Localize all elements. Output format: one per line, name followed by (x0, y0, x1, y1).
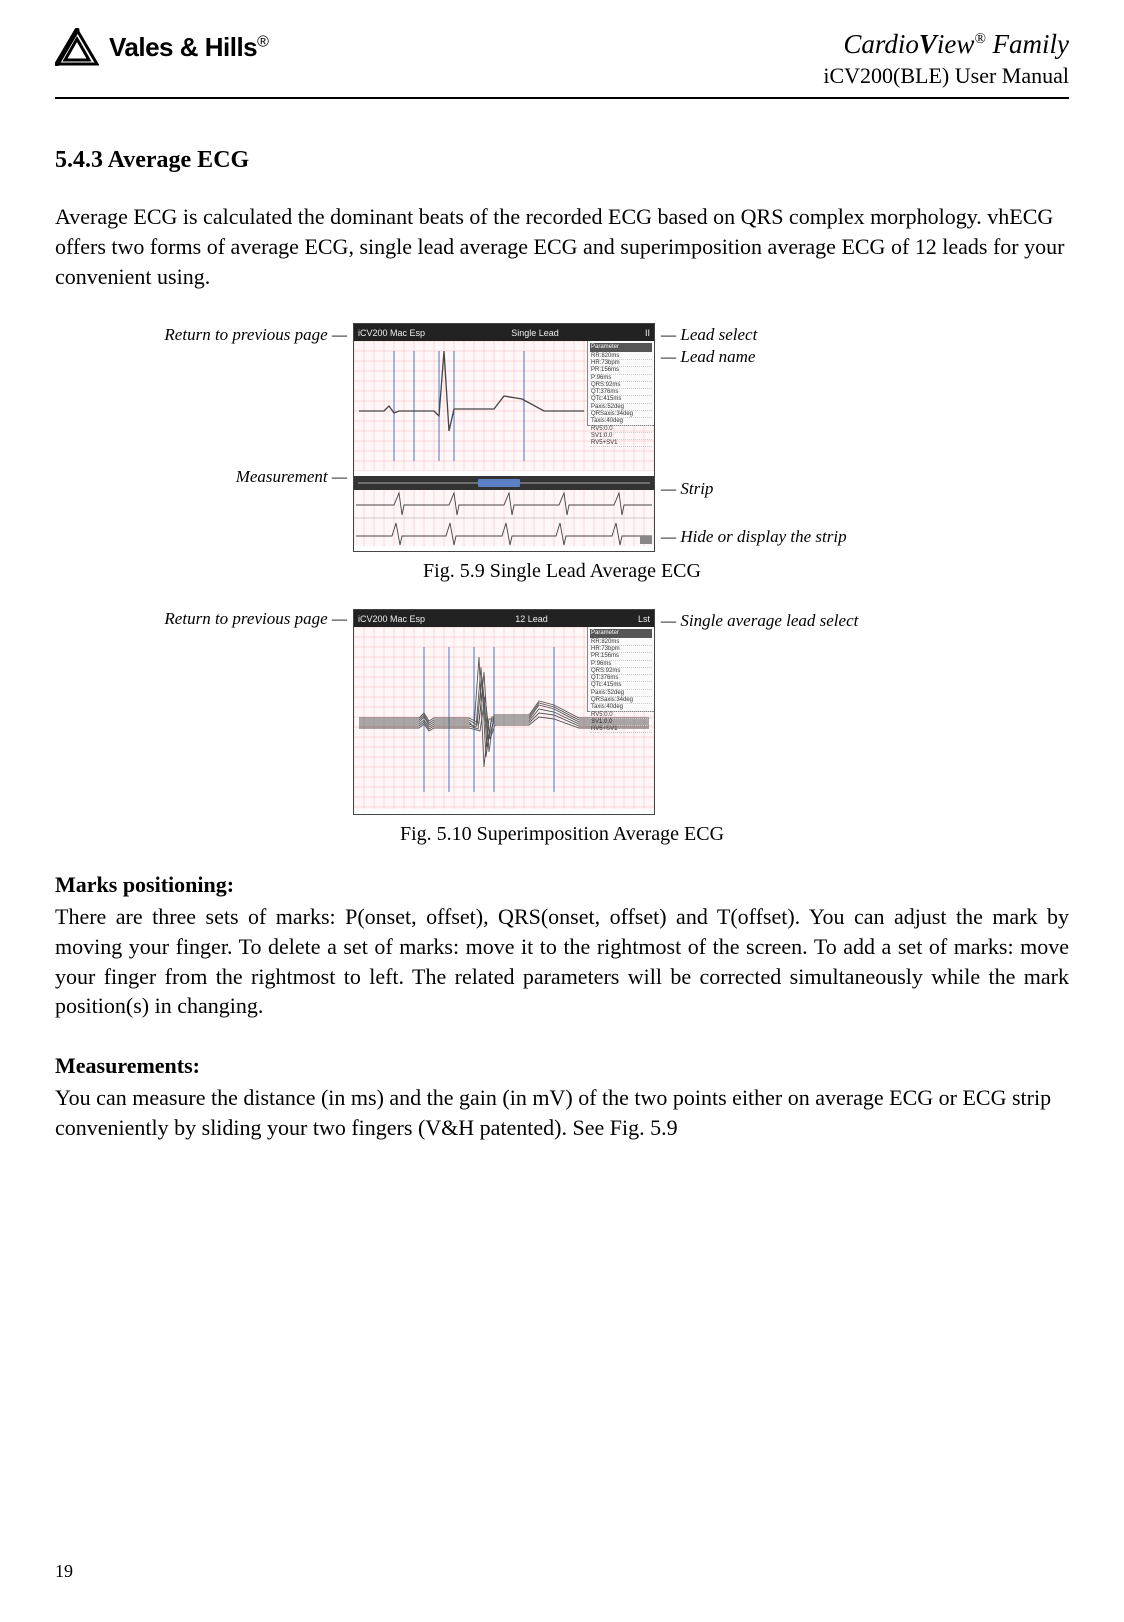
fig510-caption: Fig. 5.10 Superimposition Average ECG (152, 823, 972, 846)
fig510-cl-return: Return to previous page (164, 609, 327, 628)
fig59-cr-leadname: Lead name (680, 347, 755, 366)
fig510-right-callouts: — Single average lead select (655, 609, 886, 631)
brand-reg: ® (257, 33, 268, 50)
fig510-hdr-right: Lst (638, 614, 650, 624)
fig510-cr-single: Single average lead select (680, 611, 858, 630)
fig59-right-callouts: — Lead select — Lead name — Strip — Hide… (655, 323, 886, 547)
figure-59: Return to previous page — Measurement — … (152, 323, 972, 583)
brand-triangle-icon (55, 28, 99, 66)
manual-title: iCV200(BLE) User Manual (823, 62, 1069, 90)
fig59-strip (354, 490, 654, 546)
family-prefix: Cardio (843, 29, 919, 59)
fig59-cr-hide: Hide or display the strip (680, 527, 846, 546)
family-tail: Family (986, 29, 1069, 59)
fig510-left-callouts: Return to previous page — (152, 609, 353, 629)
marks-heading: Marks positioning: (55, 872, 1069, 898)
fig510-hdr-left: iCV200 Mac Esp (358, 614, 425, 624)
marks-paragraph: There are three sets of marks: P(onset, … (55, 902, 1069, 1021)
fig59-measure-ticks (358, 478, 650, 488)
fig510-screen: iCV200 Mac Esp 12 Lead Lst ParameterRR:8… (353, 609, 655, 815)
header-right: CardioView® Family iCV200(BLE) User Manu… (823, 28, 1069, 89)
intro-paragraph: Average ECG is calculated the dominant b… (55, 202, 1069, 291)
figures-block: Return to previous page — Measurement — … (55, 323, 1069, 846)
fig59-caption: Fig. 5.9 Single Lead Average ECG (152, 560, 972, 583)
brand-name: Vales & Hills (109, 32, 257, 62)
family-suffix: iew (937, 29, 975, 59)
product-family: CardioView® Family (823, 28, 1069, 62)
fig59-hdr-right: II (645, 328, 650, 338)
figure-510: Return to previous page — iCV200 Mac Esp… (152, 609, 972, 846)
fig59-screen-header: iCV200 Mac Esp Single Lead II (354, 324, 654, 341)
fig59-hdr-mid: Single Lead (511, 328, 559, 338)
fig59-side-panel: ParameterRR:820msHR:73bpmPR:156msP:96msQ… (587, 341, 654, 426)
measurements-heading: Measurements: (55, 1053, 1069, 1079)
family-v: V (919, 29, 937, 59)
fig59-cr-leadselect: Lead select (680, 325, 757, 344)
fig59-left-callouts: Return to previous page — Measurement — (152, 323, 353, 487)
fig510-screen-header: iCV200 Mac Esp 12 Lead Lst (354, 610, 654, 627)
fig510-hdr-mid: 12 Lead (515, 614, 548, 624)
page-number: 19 (55, 1561, 73, 1582)
brand-block: Vales & Hills® (55, 28, 268, 66)
fig59-cl-measurement: Measurement (236, 467, 328, 486)
page-header: Vales & Hills® CardioView® Family iCV200… (55, 28, 1069, 99)
fig59-hdr-left: iCV200 Mac Esp (358, 328, 425, 338)
fig59-measure-bar (354, 476, 654, 490)
fig510-side-panel: ParameterRR:820msHR:73bpmPR:156msP:96msQ… (587, 627, 654, 712)
measurements-paragraph: You can measure the distance (in ms) and… (55, 1083, 1069, 1142)
fig59-screen: iCV200 Mac Esp Single Lead II ParameterR… (353, 323, 655, 552)
section-heading: 5.4.3 Average ECG (55, 147, 1069, 174)
family-reg: ® (974, 31, 985, 47)
brand-text: Vales & Hills® (109, 32, 268, 63)
fig59-cr-strip: Strip (680, 479, 713, 498)
fig59-cl-return: Return to previous page (164, 325, 327, 344)
